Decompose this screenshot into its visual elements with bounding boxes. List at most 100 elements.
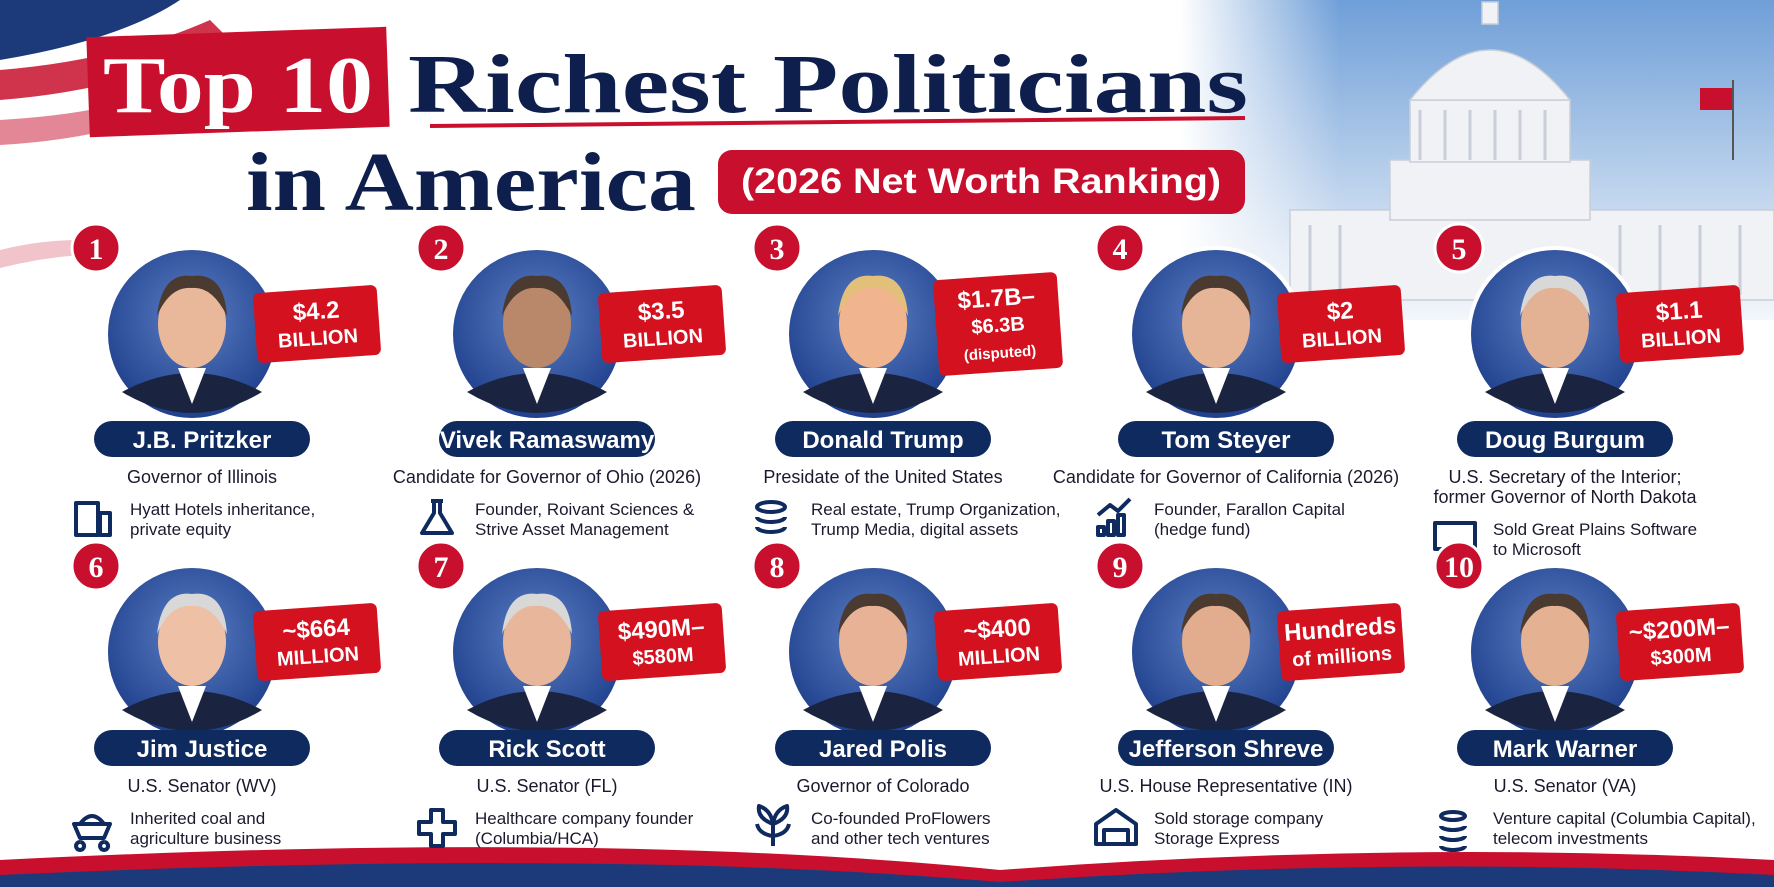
name: Jim Justice — [137, 736, 268, 763]
name-pill — [94, 730, 310, 766]
name: Jared Polis — [819, 736, 947, 763]
photo-shirt — [523, 686, 551, 722]
name: J.B. Pritzker — [133, 427, 272, 454]
photo-hair — [838, 275, 908, 316]
rank: 7 — [434, 551, 449, 584]
net-worth: $580M — [632, 644, 695, 670]
title-line2: in America — [246, 136, 696, 229]
photo-hair — [502, 275, 572, 316]
net-worth: $1.1 — [1655, 296, 1703, 326]
rank: 3 — [770, 233, 785, 266]
photo-hair — [1520, 275, 1590, 316]
subtitle-pill — [718, 150, 1245, 214]
role: Governor of Illinois — [127, 467, 277, 487]
source: (hedge fund) — [1154, 520, 1250, 539]
source-icon — [420, 499, 454, 535]
photo-shirt — [523, 368, 551, 404]
name-pill — [775, 421, 991, 457]
name-pill — [439, 730, 655, 766]
title-highlight-box — [86, 26, 390, 138]
photo-shirt — [1541, 368, 1569, 404]
photo-hair — [502, 593, 572, 634]
rank: 5 — [1452, 233, 1467, 266]
name: Doug Burgum — [1485, 427, 1645, 454]
source-icon — [1094, 808, 1138, 846]
worth-badge — [933, 272, 1063, 376]
source: Sold Great Plains Software — [1493, 520, 1697, 539]
photo-face — [839, 280, 907, 368]
source-icon — [417, 808, 457, 848]
card: 7 $490M–$580M Rick Scott U.S. Senator (FL) H… — [415, 540, 726, 848]
source: Inherited coal and — [130, 809, 265, 828]
source: to Microsoft — [1493, 540, 1581, 559]
header: Top 10 Richest Politicians in America (2… — [86, 26, 1248, 229]
rank-badge — [751, 540, 803, 592]
photo-shirt — [178, 686, 206, 722]
role: U.S. House Representative (IN) — [1099, 776, 1352, 796]
rank-badge — [1433, 540, 1485, 592]
role: U.S. Senator (WV) — [127, 776, 276, 796]
name: Vivek Ramaswamy — [440, 427, 655, 454]
worth-badge — [1277, 603, 1405, 681]
net-worth: ~$400 — [963, 614, 1032, 646]
photo-hair — [157, 275, 227, 316]
net-worth: $3.5 — [637, 296, 685, 326]
source-icon — [1439, 810, 1467, 852]
name-pill — [439, 421, 655, 457]
role: U.S. Senator (FL) — [476, 776, 617, 796]
source-icon — [755, 804, 791, 846]
rank: 9 — [1113, 551, 1128, 584]
source-icon — [1096, 497, 1132, 537]
net-worth: (disputed) — [963, 342, 1037, 364]
role: Candidate for Governor of California (20… — [1053, 467, 1399, 487]
name-pill — [1457, 421, 1673, 457]
rank-badge — [751, 222, 803, 274]
photo-face — [839, 598, 907, 686]
source: Founder, Farallon Capital — [1154, 500, 1345, 519]
subtitle: (2026 Net Worth Ranking) — [741, 162, 1221, 201]
source: Healthcare company founder — [475, 809, 694, 828]
photo-shirt — [859, 368, 887, 404]
source: (Columbia/HCA) — [475, 829, 599, 848]
role: Governor of Colorado — [796, 776, 969, 796]
rank: 2 — [434, 233, 449, 266]
card: 3 $1.7B–$6.3B (disputed) Donald Trump Presid… — [751, 222, 1063, 539]
worth-badge — [1616, 285, 1744, 363]
rank-badge — [1094, 540, 1146, 592]
photo-hair — [1181, 593, 1251, 634]
photo-hair — [1181, 275, 1251, 316]
rank: 4 — [1113, 233, 1128, 266]
role: U.S. Secretary of the Interior; — [1448, 467, 1681, 487]
source: telecom investments — [1493, 829, 1648, 848]
rank-badge — [1433, 222, 1485, 274]
source: Trump Media, digital assets — [811, 520, 1018, 539]
name-pill — [1118, 421, 1334, 457]
rank: 6 — [89, 551, 104, 584]
name: Donald Trump — [802, 427, 963, 454]
source: Venture capital (Columbia Capital), — [1493, 809, 1756, 828]
worth-badge — [253, 603, 381, 681]
source: Co-founded ProFlowers — [811, 809, 991, 828]
name-pill — [1457, 730, 1673, 766]
photo-shirt — [1541, 686, 1569, 722]
source: Hyatt Hotels inheritance, — [130, 500, 315, 519]
rank-badge — [70, 540, 122, 592]
net-worth: $4.2 — [292, 296, 340, 326]
role: Candidate for Governor of Ohio (2026) — [393, 467, 701, 487]
worth-badge — [598, 603, 726, 681]
worth-badge — [1616, 603, 1744, 681]
photo-shirt — [1202, 686, 1230, 722]
photo-face — [1521, 280, 1589, 368]
name: Jefferson Shreve — [1129, 736, 1324, 763]
photo-face — [1521, 598, 1589, 686]
worth-badge — [598, 285, 726, 363]
